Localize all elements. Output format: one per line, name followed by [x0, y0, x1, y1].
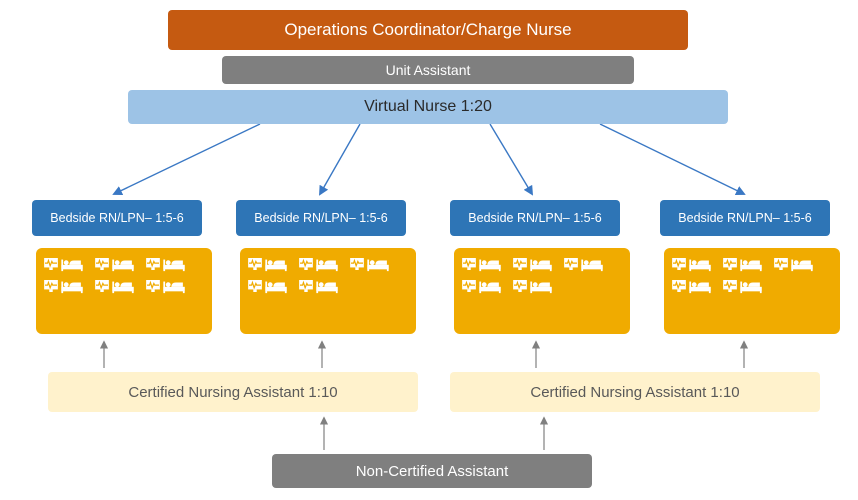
- bedside-rn-box: Bedside RN/LPN– 1:5-6: [450, 200, 620, 236]
- bedside-rn-label: Bedside RN/LPN– 1:5-6: [50, 211, 183, 225]
- bedside-rn-label: Bedside RN/LPN– 1:5-6: [254, 211, 387, 225]
- cna-box: Certified Nursing Assistant 1:10: [450, 372, 820, 412]
- bed-icon: [44, 256, 83, 272]
- bed-icon: [95, 256, 134, 272]
- bed-icon: [299, 278, 338, 294]
- cna-box: Certified Nursing Assistant 1:10: [48, 372, 418, 412]
- bed-icon: [248, 278, 287, 294]
- non-certified-assistant-label: Non-Certified Assistant: [356, 463, 509, 480]
- unit-assistant-box: Unit Assistant: [222, 56, 634, 84]
- bed-icon: [774, 256, 813, 272]
- bedside-rn-box: Bedside RN/LPN– 1:5-6: [32, 200, 202, 236]
- bedside-rn-label: Bedside RN/LPN– 1:5-6: [468, 211, 601, 225]
- bed-icon: [95, 278, 134, 294]
- bed-icon: [723, 256, 762, 272]
- bed-icon: [462, 256, 501, 272]
- cna-label: Certified Nursing Assistant 1:10: [530, 384, 739, 401]
- virtual-nurse-box: Virtual Nurse 1:20: [128, 90, 728, 124]
- arrow-blue: [114, 124, 260, 194]
- bed-icon: [146, 278, 185, 294]
- bed-icon: [248, 256, 287, 272]
- arrow-blue: [600, 124, 744, 194]
- cna-label: Certified Nursing Assistant 1:10: [128, 384, 337, 401]
- bed-icon: [462, 278, 501, 294]
- bed-icon: [350, 256, 389, 272]
- bed-group: [36, 248, 212, 334]
- bed-group: [664, 248, 840, 334]
- bed-icon: [299, 256, 338, 272]
- arrow-blue: [490, 124, 532, 194]
- arrow-blue: [320, 124, 360, 194]
- operations-coordinator-box: Operations Coordinator/Charge Nurse: [168, 10, 688, 50]
- unit-assistant-label: Unit Assistant: [386, 62, 471, 78]
- bedside-rn-box: Bedside RN/LPN– 1:5-6: [660, 200, 830, 236]
- bed-icon: [723, 278, 762, 294]
- bed-group: [454, 248, 630, 334]
- bed-icon: [672, 278, 711, 294]
- bed-icon: [513, 256, 552, 272]
- bedside-rn-box: Bedside RN/LPN– 1:5-6: [236, 200, 406, 236]
- bed-icon: [44, 278, 83, 294]
- bed-icon: [146, 256, 185, 272]
- operations-coordinator-label: Operations Coordinator/Charge Nurse: [284, 20, 571, 40]
- bedside-rn-label: Bedside RN/LPN– 1:5-6: [678, 211, 811, 225]
- bed-icon: [513, 278, 552, 294]
- bed-icon: [672, 256, 711, 272]
- bed-group: [240, 248, 416, 334]
- virtual-nurse-label: Virtual Nurse 1:20: [364, 98, 492, 116]
- non-certified-assistant-box: Non-Certified Assistant: [272, 454, 592, 488]
- bed-icon: [564, 256, 603, 272]
